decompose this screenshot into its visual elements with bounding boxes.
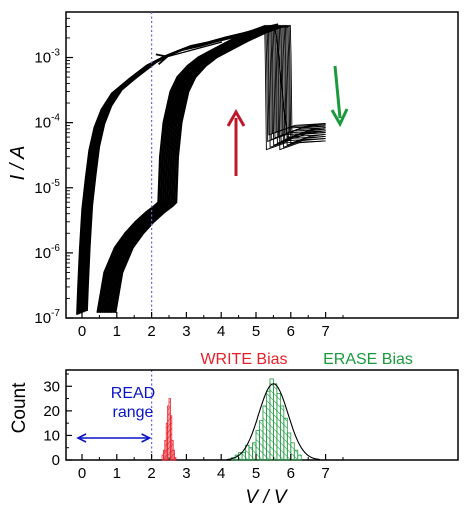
iv-x-axis: 0 1 2 3 4 5 6 7: [78, 312, 344, 340]
erase-bias-bar: [293, 449, 299, 461]
erase-gaussian-fit-curve: [226, 383, 320, 461]
iv-reset-cycle-line: [286, 24, 326, 137]
histogram-x-tick-label: 4: [217, 465, 225, 482]
iv-reset-cycle-line: [285, 24, 326, 144]
histogram-x-tick-label: 7: [321, 465, 329, 482]
iv-reset-cycle-line: [284, 24, 326, 133]
histogram-y-axis-label: Count: [9, 382, 30, 433]
erase-bias-bar: [266, 390, 271, 461]
write-bias-bar: [174, 457, 177, 461]
erase-bias-bar: [276, 393, 281, 461]
iv-set-sweep-line: [114, 25, 283, 314]
read-range-arrowhead-left: [76, 433, 87, 443]
iv-x-tick-label: 5: [252, 323, 260, 340]
iv-reset-cycle-line: [264, 24, 326, 148]
erase-bias-bar: [279, 405, 285, 461]
erase-bias-bar: [248, 447, 253, 461]
erase-bias-bar: [283, 417, 288, 461]
histogram-x-tick-label: 0: [78, 465, 86, 482]
set-direction-arrow-head: [226, 108, 246, 127]
iv-reset-cycle-line: [281, 24, 326, 146]
read-range-arrowhead-right: [141, 433, 152, 443]
histogram-x-tick-label: 3: [182, 465, 190, 482]
iv-y-axis: 10-7 10-6 10-5 10-4 10-3: [34, 11, 73, 327]
write-bias-bar: [172, 449, 175, 461]
iv-x-tick-label: 0: [78, 323, 86, 340]
histogram-x-tick-label: 6: [287, 465, 295, 482]
iv-reset-drop-line: [272, 26, 326, 138]
histogram-y-tick-label: 30: [43, 378, 60, 395]
read-range-label: READ range: [111, 385, 155, 421]
histogram-y-tick-label: 10: [43, 427, 60, 444]
iv-x-tick-label: 6: [287, 323, 295, 340]
write-bias-label: WRITE Bias: [200, 351, 287, 368]
iv-plot-frame: [65, 11, 459, 319]
iv-y-axis-label: I / A: [7, 146, 29, 181]
write-bias-bar: [169, 415, 173, 461]
erase-bias-bar: [262, 405, 267, 461]
histogram-x-tick-label: 1: [113, 465, 121, 482]
histogram-x-tick-label: 2: [147, 465, 155, 482]
erase-bias-bar: [241, 452, 246, 461]
return-sweep-arrow: [166, 41, 223, 57]
histogram-y-tick-label: 20: [43, 403, 60, 420]
erase-bias-bar: [259, 420, 264, 461]
erase-bias-bar: [269, 378, 274, 461]
iv-x-tick-label: 1: [113, 323, 121, 340]
iv-x-tick-label: 4: [217, 323, 225, 340]
iv-y-tick-label: 10-7: [34, 308, 60, 327]
iv-x-tick-label: 2: [147, 323, 155, 340]
iv-y-tick-label: 10-4: [34, 113, 60, 132]
iv-y-tick-label: 10-6: [34, 243, 60, 262]
iv-y-tick-label: 10-5: [34, 178, 60, 197]
erase-bias-bar: [272, 383, 278, 461]
reset-direction-arrow-head: [330, 108, 349, 128]
iv-return-sweep-line: [85, 23, 279, 311]
histogram-x-axis-label: V / V: [245, 487, 289, 508]
iv-y-tick-label: 10-3: [34, 48, 60, 67]
iv-x-tick-label: 3: [182, 323, 190, 340]
iv-reset-cycle-line: [278, 24, 326, 148]
iv-x-tick-label: 7: [321, 323, 329, 340]
histogram-x-axis: 0 1 2 3 4 5 6 7: [78, 454, 344, 482]
histogram-y-axis: 0 10 20 30: [43, 373, 72, 469]
erase-bias-label: ERASE Bias: [323, 351, 413, 368]
reset-direction-arrow-shaft: [333, 65, 342, 119]
erase-bias-bar: [297, 454, 302, 461]
histogram-x-tick-label: 5: [252, 465, 260, 482]
iv-reset-cycle-line: [260, 24, 326, 151]
iv-plot: 0 1 2 3 4 5 6 7 10-7 10-6 10-5 10-4 10-3 I / A: [7, 11, 459, 460]
histogram-y-tick-label: 0: [52, 452, 60, 469]
